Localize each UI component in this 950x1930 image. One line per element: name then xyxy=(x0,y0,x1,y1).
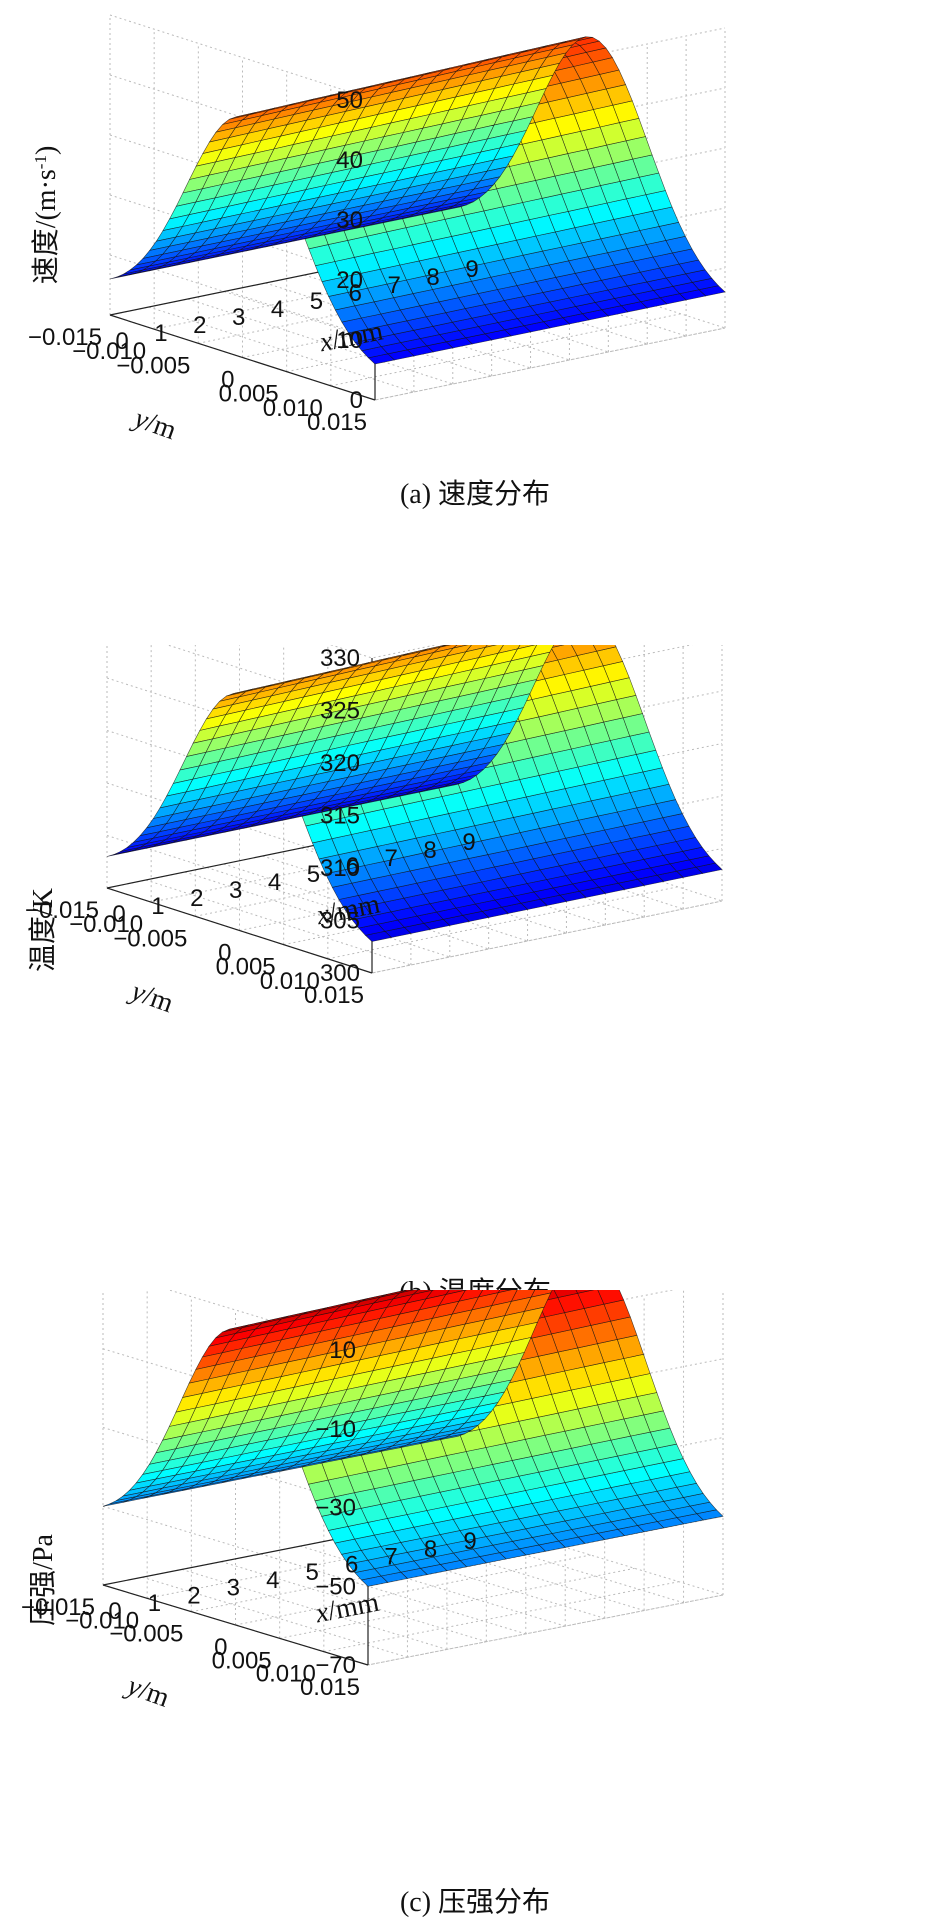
chart-panel-a: 0 10 20 30 40 50 0.015 0.010 0.005 0 −0.005 −0.010−… xyxy=(0,0,950,520)
y-tick-label: 0.005 xyxy=(219,381,279,408)
surface-patch xyxy=(106,850,134,857)
surface-patch xyxy=(109,272,137,280)
z-tick-label: 50 xyxy=(336,87,363,114)
x-tick-label: 2 xyxy=(193,312,206,339)
z-tick-label: 40 xyxy=(336,147,363,174)
y-tick-label: −0.010 xyxy=(72,338,146,365)
y-axis-line xyxy=(106,887,373,974)
surface xyxy=(102,1290,724,1587)
y-tick-label: −0.005 xyxy=(109,1621,183,1648)
y-axis-line xyxy=(109,314,376,401)
x-tick-label: 0 xyxy=(112,901,125,928)
y-tick-label: 0.010 xyxy=(263,395,323,422)
z-tick-label: 30 xyxy=(336,207,363,234)
chart-panel-c: −70 −50 −30 −10 10 0.015 0.010 0.005 0 −0.005 −0.0… xyxy=(0,1290,950,1930)
x-tick-label: 2 xyxy=(190,885,203,912)
z-axis-label: 速度/(m·s-1) xyxy=(30,146,62,285)
surface-chart-velocity: 010203040500.0150.0100.0050−0.005−0.010−… xyxy=(28,14,726,447)
caption-c: (c) 压强分布 xyxy=(399,1887,551,1918)
z-tick-label: 330 xyxy=(320,645,360,672)
x-tick-label: 1 xyxy=(148,1590,161,1617)
z-tick-label: 305 xyxy=(320,908,360,935)
x-tick-label: 0 xyxy=(115,328,128,355)
z-tick-label: −10 xyxy=(315,1416,356,1443)
surface-patch xyxy=(102,1499,130,1507)
x-tick-label: 3 xyxy=(227,1575,240,1602)
y-tick-label: 0 xyxy=(214,1634,227,1661)
y-tick-label: 0.010 xyxy=(260,968,320,995)
x-tick-label: 3 xyxy=(232,304,245,331)
z-tick-label: 315 xyxy=(320,803,360,830)
caption-a: (a) 速度分布 xyxy=(399,479,551,510)
x-tick-label: 6 xyxy=(345,1551,358,1578)
y-tick-label: −0.005 xyxy=(116,352,190,379)
x-tick-label: 7 xyxy=(388,272,401,299)
surface-chart-temperature: 3003053103153203253300.0150.0100.0050−0.… xyxy=(25,645,723,1020)
z-tick-label: 20 xyxy=(336,267,363,294)
x-tick-label: 9 xyxy=(465,256,478,283)
z-tick-label: −70 xyxy=(315,1652,356,1679)
x-tick-label: 5 xyxy=(306,1559,319,1586)
z-tick-label: 10 xyxy=(329,1337,356,1364)
tick-labels: 3003053103153203253300.0150.0100.0050−0.… xyxy=(25,645,476,1009)
y-tick-label: −0.005 xyxy=(113,925,187,952)
x-tick-label: 1 xyxy=(151,893,164,920)
surface xyxy=(106,645,723,942)
chart-panel-b: 300 305 310 315 320 325 330 0.015 0.010 0.005 0 −0.… xyxy=(0,645,950,1308)
y-axis-line xyxy=(102,1584,369,1666)
y-tick-label: −0.010 xyxy=(69,911,143,938)
y-tick-label: 0 xyxy=(221,367,234,394)
x-tick-label: 7 xyxy=(384,1544,397,1571)
surface-patch xyxy=(592,645,617,652)
surface xyxy=(109,36,726,365)
y-tick-label: −0.015 xyxy=(21,1594,95,1621)
surface-patch xyxy=(575,1290,595,1294)
z-axis-label: 温度/K xyxy=(27,888,59,972)
y-tick-label: 0.010 xyxy=(256,1661,316,1688)
y-tick-label: 0.015 xyxy=(307,409,367,436)
z-tick-label: 10 xyxy=(336,327,363,354)
x-tick-label: 6 xyxy=(346,853,359,880)
tick-labels: −70−50−30−10100.0150.0100.0050−0.005−0.0… xyxy=(21,1337,477,1701)
x-tick-label: 8 xyxy=(426,264,439,291)
x-tick-label: 9 xyxy=(462,829,475,856)
y-tick-label: 0.005 xyxy=(216,954,276,981)
x-tick-label: 7 xyxy=(385,845,398,872)
x-tick-label: 0 xyxy=(108,1598,121,1625)
y-tick-label: 0.005 xyxy=(212,1647,272,1674)
x-tick-label: 8 xyxy=(423,837,436,864)
x-tick-label: 4 xyxy=(271,296,284,323)
y-tick-label: 0 xyxy=(218,940,231,967)
y-tick-label: 0.015 xyxy=(300,1674,360,1701)
surface-patch xyxy=(553,1290,579,1298)
y-tick-label: −0.015 xyxy=(28,324,102,351)
z-tick-label: −30 xyxy=(315,1495,356,1522)
x-tick-label: 5 xyxy=(310,288,323,315)
x-tick-label: 8 xyxy=(424,1536,437,1563)
z-tick-label: 0 xyxy=(350,387,363,414)
y-axis-label: y/m xyxy=(125,975,178,1020)
y-axis-label: y/m xyxy=(121,1669,174,1714)
y-tick-label: 0.015 xyxy=(304,982,364,1009)
y-tick-label: −0.010 xyxy=(65,1607,139,1634)
x-tick-label: 5 xyxy=(307,861,320,888)
x-tick-label: 3 xyxy=(229,877,242,904)
x-tick-label: 9 xyxy=(463,1528,476,1555)
y-tick-label: −0.015 xyxy=(25,897,99,924)
z-axis-label: 压强/Pa xyxy=(28,1534,59,1626)
tick-labels: 010203040500.0150.0100.0050−0.005−0.010−… xyxy=(28,87,479,436)
z-tick-label: 310 xyxy=(320,855,360,882)
x-tick-label: 1 xyxy=(154,320,167,347)
x-tick-label: 6 xyxy=(349,280,362,307)
z-tick-label: 300 xyxy=(320,960,360,987)
y-axis-label: y/m xyxy=(128,402,181,447)
x-tick-label: 4 xyxy=(266,1567,279,1594)
z-tick-label: 320 xyxy=(320,750,360,777)
z-tick-label: −50 xyxy=(315,1573,356,1600)
x-tick-label: 4 xyxy=(268,869,281,896)
surface-chart-pressure: −70−50−30−10100.0150.0100.0050−0.005−0.0… xyxy=(21,1290,724,1714)
x-tick-label: 2 xyxy=(187,1582,200,1609)
z-tick-label: 325 xyxy=(320,698,360,725)
